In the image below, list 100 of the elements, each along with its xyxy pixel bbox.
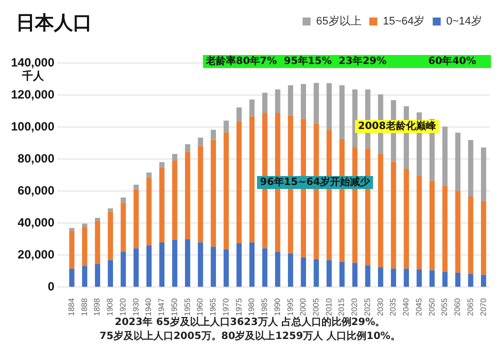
bar bbox=[288, 85, 294, 116]
bar bbox=[185, 144, 190, 152]
x-tick-label: 1995 bbox=[286, 298, 295, 316]
annotation: 96年15~64岁开始减少 bbox=[257, 176, 374, 189]
legend-label: 15~64岁 bbox=[382, 16, 425, 28]
bar bbox=[404, 169, 409, 269]
annotation: 老龄率80年7% 95年15% 23年29% 60年40% bbox=[203, 55, 491, 68]
bar bbox=[82, 226, 88, 266]
bar bbox=[442, 272, 448, 287]
bar bbox=[108, 260, 114, 287]
bar bbox=[275, 252, 280, 287]
bar bbox=[429, 270, 435, 287]
bar bbox=[326, 260, 332, 287]
bar bbox=[172, 160, 178, 240]
bar bbox=[416, 176, 422, 270]
bar bbox=[326, 83, 332, 130]
bar bbox=[468, 140, 474, 197]
bar bbox=[82, 224, 88, 227]
bar bbox=[390, 268, 396, 287]
annotation: 2008老龄化巅峰 bbox=[355, 120, 439, 133]
y-tick-label: 80,000 bbox=[18, 151, 55, 166]
bar bbox=[134, 184, 139, 190]
y-tick-label: 100,000 bbox=[10, 119, 55, 134]
bar bbox=[146, 172, 152, 178]
y-tick-label: 20,000 bbox=[18, 247, 55, 262]
bar bbox=[159, 168, 164, 243]
x-tick-label: 2045 bbox=[414, 298, 424, 316]
bar bbox=[262, 92, 268, 113]
bar bbox=[314, 82, 319, 124]
bar bbox=[69, 228, 74, 231]
y-tick-label: 60,000 bbox=[18, 183, 55, 198]
x-tick-label: 1975 bbox=[234, 298, 244, 316]
x-tick-label: 1940 bbox=[144, 298, 154, 316]
bar bbox=[159, 242, 164, 287]
x-tick-label: 1884 bbox=[67, 298, 76, 316]
bar bbox=[172, 240, 178, 287]
bar bbox=[198, 138, 204, 146]
bar bbox=[249, 116, 255, 243]
bar bbox=[224, 120, 229, 132]
bar bbox=[300, 84, 306, 119]
bar bbox=[159, 162, 164, 168]
bar bbox=[249, 100, 255, 116]
bar bbox=[134, 248, 139, 287]
y-tick-label: 0 bbox=[48, 280, 55, 294]
bar bbox=[480, 274, 486, 287]
bar bbox=[134, 189, 139, 248]
bar bbox=[429, 180, 435, 270]
bar bbox=[210, 130, 216, 140]
bar bbox=[120, 252, 126, 287]
x-tick-label: 2030 bbox=[376, 298, 385, 316]
x-tick-label: 2065 bbox=[466, 298, 475, 316]
legend-label: 0~14岁 bbox=[446, 16, 482, 28]
bar bbox=[210, 246, 216, 287]
x-tick-label: 1985 bbox=[260, 298, 270, 316]
bar bbox=[172, 154, 178, 161]
bar bbox=[94, 220, 100, 264]
x-tick-label: 1980 bbox=[247, 298, 256, 316]
bar bbox=[378, 267, 384, 287]
bar bbox=[275, 89, 280, 113]
y-axis-title: 千人 bbox=[21, 69, 45, 82]
bar bbox=[146, 177, 152, 246]
text: 75岁及以上人口2005万。80岁及以上1259万人 人口比例10%。 bbox=[98, 330, 402, 343]
x-tick-label: 1955 bbox=[182, 298, 192, 316]
x-tick-label: 2020 bbox=[350, 298, 360, 316]
x-tick-label: 1970 bbox=[221, 298, 230, 316]
bar bbox=[82, 266, 88, 287]
bar bbox=[120, 198, 126, 203]
y-tick-label: 40,000 bbox=[18, 215, 55, 230]
bar bbox=[224, 249, 229, 287]
bar bbox=[198, 146, 204, 242]
y-tick-label: 120,000 bbox=[10, 87, 55, 102]
bar bbox=[198, 242, 204, 287]
x-tick-label: 1908 bbox=[106, 298, 115, 316]
x-tick-label: 2070 bbox=[478, 298, 488, 316]
bar bbox=[236, 243, 242, 287]
bar bbox=[455, 272, 460, 287]
x-tick-label: 2025 bbox=[362, 298, 372, 316]
bar bbox=[69, 230, 74, 269]
x-tick-label: 2005 bbox=[311, 298, 320, 316]
bar bbox=[185, 152, 190, 240]
x-tick-label: 2010 bbox=[324, 298, 334, 316]
y-tick-label: 140,000 bbox=[10, 55, 55, 70]
x-tick-label: 1947 bbox=[157, 298, 166, 316]
bar bbox=[288, 253, 294, 287]
bar bbox=[236, 121, 242, 244]
bar bbox=[185, 239, 190, 287]
legend-label: 65岁以上 bbox=[316, 14, 362, 28]
x-tick-label: 2050 bbox=[427, 298, 436, 316]
bar bbox=[224, 132, 229, 250]
bar bbox=[468, 274, 474, 287]
bar bbox=[249, 242, 255, 287]
x-tick-label: 1965 bbox=[208, 298, 218, 316]
bar bbox=[339, 262, 345, 287]
bar bbox=[455, 190, 460, 273]
bar bbox=[120, 202, 126, 252]
bar bbox=[442, 186, 448, 272]
bar bbox=[339, 85, 345, 140]
bar bbox=[442, 126, 448, 186]
x-tick-label: 1950 bbox=[170, 298, 179, 316]
bar bbox=[108, 212, 114, 260]
